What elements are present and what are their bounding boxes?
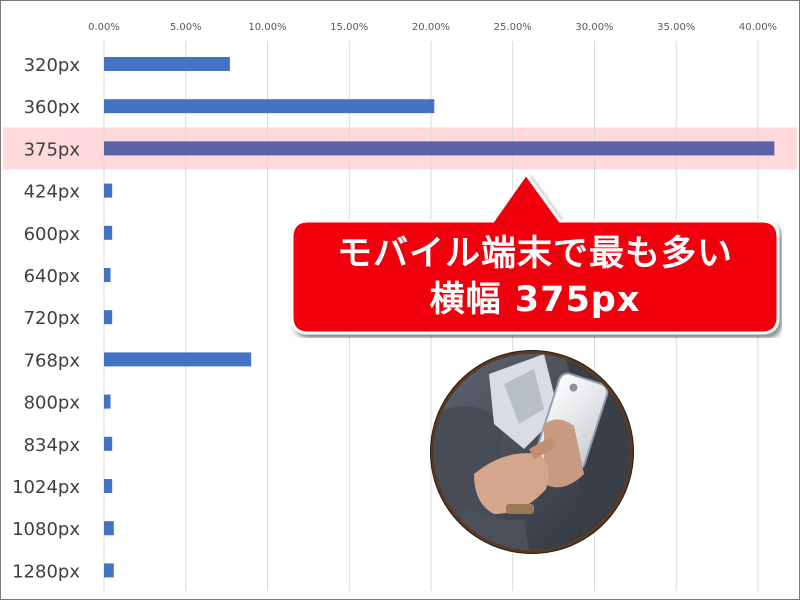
callout-text: モバイル端末で最も多い 横幅 375px xyxy=(288,221,782,333)
bar-360px xyxy=(104,99,435,114)
x-tick-label: 35.00% xyxy=(657,22,695,33)
callout-line-2: 横幅 375px xyxy=(429,280,641,320)
category-label: 640px xyxy=(24,266,81,287)
callout-bubble xyxy=(290,171,780,335)
bar-834px xyxy=(104,436,113,451)
category-labels: 320px 360px 375px 424px 600px 640px 720px 768px… xyxy=(12,55,80,582)
bar-1080px xyxy=(104,521,114,536)
bar-1024px xyxy=(104,479,113,493)
bar-1280px xyxy=(104,563,114,578)
bar-720px xyxy=(104,310,113,325)
x-tick-label: 15.00% xyxy=(330,22,368,33)
callout-line-1: モバイル端末で最も多い xyxy=(336,234,733,274)
x-tick-label: 5.00% xyxy=(170,22,202,33)
x-tick-label: 20.00% xyxy=(412,22,450,33)
bar-800px xyxy=(104,394,111,409)
x-tick-label: 30.00% xyxy=(575,22,613,33)
x-tick-label: 25.00% xyxy=(494,22,532,33)
category-label: 375px xyxy=(24,139,81,160)
x-tick-label: 40.00% xyxy=(739,22,777,33)
bar-424px xyxy=(104,183,113,198)
category-label: 834px xyxy=(24,435,81,456)
bars xyxy=(104,57,775,578)
category-label: 720px xyxy=(24,308,81,329)
category-label: 800px xyxy=(24,393,81,414)
x-tick-labels: 0.00% 5.00% 10.00% 15.00% 20.00% 25.00% 30.00%… xyxy=(88,22,777,33)
bar-600px xyxy=(104,225,113,240)
bar-320px xyxy=(104,57,230,71)
smartphone-user-photo xyxy=(434,354,630,550)
category-label: 1280px xyxy=(12,561,80,582)
category-label: 320px xyxy=(24,55,81,76)
category-label: 360px xyxy=(24,97,81,118)
x-tick-label: 10.00% xyxy=(248,22,286,33)
category-label: 600px xyxy=(24,224,81,245)
category-label: 1024px xyxy=(12,477,80,498)
category-label: 424px xyxy=(24,182,81,203)
category-label: 768px xyxy=(24,350,81,371)
x-tick-label: 0.00% xyxy=(88,22,120,33)
category-label: 1080px xyxy=(12,519,80,540)
bar-375px xyxy=(104,141,775,156)
bar-768px xyxy=(104,352,252,367)
bar-640px xyxy=(104,268,111,282)
